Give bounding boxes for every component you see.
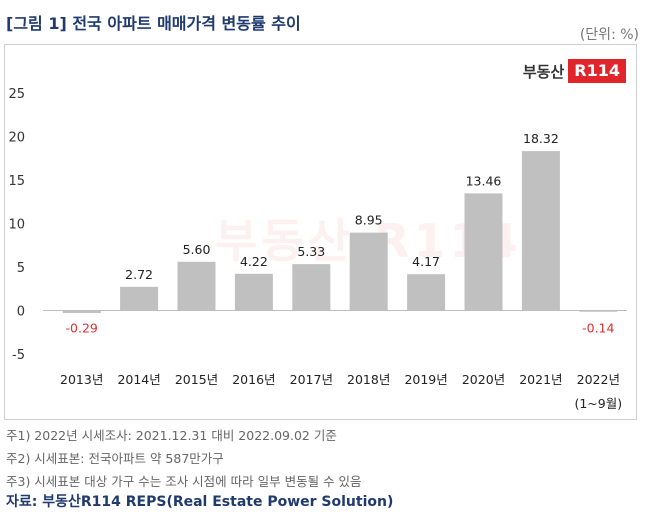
data-label: 4.22 xyxy=(240,254,268,269)
x-tick-sublabel: (1~9월) xyxy=(574,396,622,411)
data-label: 5.33 xyxy=(297,244,325,259)
bar xyxy=(464,193,503,311)
data-label: 13.46 xyxy=(466,173,502,188)
unit-label: (단위: %) xyxy=(579,27,639,43)
bar xyxy=(120,286,159,311)
y-tick-label: 10 xyxy=(8,218,25,233)
x-tick-label: 2013년 xyxy=(60,372,103,387)
source-label: 자료: 부동산R114 REPS(Real Estate Power Solut… xyxy=(6,494,394,510)
x-tick-label: 2018년 xyxy=(347,372,390,387)
bar xyxy=(349,232,388,311)
logo: 부동산 R114 xyxy=(523,59,626,83)
bar xyxy=(579,310,618,312)
y-tick-label: 5 xyxy=(17,261,25,276)
x-tick-label: 2015년 xyxy=(175,372,218,387)
bar xyxy=(292,264,331,311)
data-label: 18.32 xyxy=(523,131,559,146)
chart-area: 부동산 R114 부동산 R114 -5 0 5 10 15 20 25 -0.29 2013년… xyxy=(4,44,637,420)
data-label: -0.14 xyxy=(582,321,614,336)
data-label: 5.60 xyxy=(183,242,211,257)
x-tick-label: 2019년 xyxy=(404,372,447,387)
note-3: 주3) 시세표본 대상 가구 수는 조사 시점에 따라 일부 변동될 수 있음 xyxy=(6,474,362,489)
chart-title: [그림 1] 전국 아파트 매매가격 변동률 추이 xyxy=(6,14,301,33)
x-tick-label: 2022년 xyxy=(577,372,620,387)
note-2: 주2) 시세표본: 전국아파트 약 587만가구 xyxy=(6,451,224,466)
data-label: 8.95 xyxy=(355,213,383,228)
x-tick-label: 2020년 xyxy=(462,372,505,387)
data-label: 2.72 xyxy=(125,267,153,282)
x-tick-label: 2017년 xyxy=(290,372,333,387)
logo-text: 부동산 xyxy=(522,62,565,81)
data-label: 4.17 xyxy=(412,254,440,269)
logo-badge: R114 xyxy=(568,59,626,83)
bar xyxy=(407,274,446,311)
y-tick-label: 15 xyxy=(8,174,25,189)
y-tick-label: 25 xyxy=(8,87,25,102)
y-tick-label: 0 xyxy=(17,305,25,320)
bar xyxy=(521,151,560,311)
x-tick-label: 2016년 xyxy=(232,372,275,387)
y-tick-label: -5 xyxy=(12,348,25,363)
notes: 주1) 2022년 시세조사: 2021.12.31 대비 2022.09.02… xyxy=(6,424,362,493)
bar xyxy=(234,273,273,311)
note-1: 주1) 2022년 시세조사: 2021.12.31 대비 2022.09.02… xyxy=(6,428,337,443)
x-tick-label: 2014년 xyxy=(117,372,160,387)
bar-chart: -5 0 5 10 15 20 25 -0.29 2013년 2.72 2014년 5.60 2015년… xyxy=(8,87,627,411)
y-tick-label: 20 xyxy=(8,131,25,146)
data-label: -0.29 xyxy=(66,321,98,336)
bar xyxy=(177,261,216,311)
bar xyxy=(62,310,101,314)
x-tick-label: 2021년 xyxy=(519,372,562,387)
